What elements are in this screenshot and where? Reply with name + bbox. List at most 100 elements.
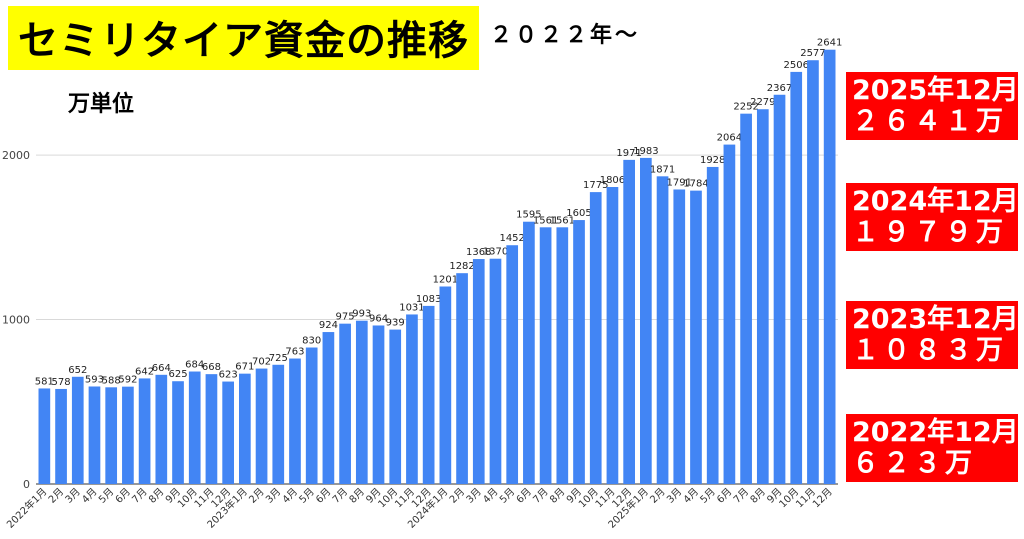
bar [222,381,234,484]
data-label: 1201 [433,275,458,286]
y-tick-label: 1000 [2,314,30,327]
y-tick-label: 0 [23,478,30,491]
x-tick-label: 2月 [247,486,267,506]
data-label: 702 [252,357,271,368]
bar [506,245,519,484]
bar [790,71,803,484]
bar [556,227,569,484]
data-label: 763 [285,347,304,358]
x-tick-label: 2022年1月 [4,485,50,531]
bar [690,190,702,484]
data-label: 1561 [533,215,558,226]
x-tick-label: 3月 [63,486,83,506]
x-tick-label: 8月 [547,486,567,506]
data-label: 1561 [550,215,575,226]
x-tick-label: 6月 [514,486,534,506]
bar-chart: 0 1000 2000 581 2022年1月 578 2月 652 3月 593 4月 588 5月 5… [2,38,842,531]
data-label: 2252 [733,102,758,113]
callout-date: 2023年12月 [852,304,1019,335]
data-label: 1282 [449,261,474,272]
bar [589,192,602,484]
data-label: 664 [152,363,171,374]
bar [740,113,752,484]
bar [756,109,769,484]
data-label: 1806 [600,175,625,186]
callout-date: 2024年12月 [852,186,1019,217]
x-tick-label: 7月 [731,486,751,506]
x-tick-label: 3月 [664,486,684,506]
data-label: 684 [185,360,204,371]
x-tick-label: 2月 [447,486,467,506]
bar [105,387,118,484]
x-tick-label: 7月 [531,486,551,506]
data-label: 964 [369,313,388,324]
data-label: 578 [52,377,71,388]
bar [456,273,468,484]
data-label: 993 [352,309,371,320]
bar [539,227,552,484]
bar [322,332,335,484]
bar [172,381,184,484]
callout-2022-12: 2022年12月 ６２３万 [846,414,1019,482]
bar [289,358,301,484]
unit-label: 万単位 [68,92,135,117]
y-tick-label: 2000 [2,149,30,162]
data-label: 642 [135,366,154,377]
callout-2024-12: 2024年12月 １９７９万 [846,183,1019,251]
bar [205,374,218,484]
callout-date: 2022年12月 [852,417,1019,448]
chart-subtitle: ２０２２年〜 [490,23,641,48]
bar [239,373,251,484]
bar [155,374,168,484]
bar [472,259,485,484]
bar [188,371,201,484]
bar [623,159,635,484]
bar [422,305,435,484]
data-label: 2506 [784,60,809,71]
title-highlight: セミリタイア資金の推移 [8,6,479,70]
data-label: 1871 [650,164,675,175]
bar [71,376,84,484]
x-tick-label: 6月 [313,486,333,506]
x-tick-label: 3月 [263,486,283,506]
data-label: 1595 [516,210,541,221]
callout-amount: １９７９万 [852,217,1007,248]
data-label: 623 [219,370,238,381]
callout-2023-12: 2023年12月 １０８３万 [846,301,1019,369]
data-label: 1791 [667,177,692,188]
x-tick-label: 4月 [280,486,300,506]
x-tick-label: 8月 [347,486,367,506]
x-tick-label: 6月 [113,486,133,506]
data-label: 588 [102,375,121,386]
callout-amount: ６２３万 [852,448,976,479]
data-label: 725 [269,353,288,364]
bar [389,329,402,484]
bar [88,386,101,484]
bar [38,388,51,484]
callout-date: 2025年12月 [852,75,1019,106]
data-label: 1784 [683,179,708,190]
x-tick-label: 6月 [714,486,734,506]
bar [55,388,67,484]
data-label: 1370 [483,247,508,258]
data-label: 2064 [717,133,742,144]
bar [823,49,836,485]
x-tick-label: 5月 [96,486,116,506]
bar [489,258,502,484]
bar [807,60,819,485]
data-label: 2279 [750,97,775,108]
bar [673,189,686,485]
x-tick-label: 7月 [130,486,150,506]
data-label: 2367 [767,83,792,94]
bar [706,166,719,484]
callout-amount: ２６４１万 [852,106,1007,137]
bar [606,187,619,484]
x-tick-label: 8月 [146,486,166,506]
bar [255,368,268,484]
data-label: 581 [35,376,54,387]
data-label: 2641 [817,38,842,49]
data-label: 1452 [499,233,524,244]
callout-2025-12: 2025年12月 ２６４１万 [846,72,1019,140]
x-tick-label: 2月 [46,486,66,506]
x-tick-label: 4月 [681,486,701,506]
